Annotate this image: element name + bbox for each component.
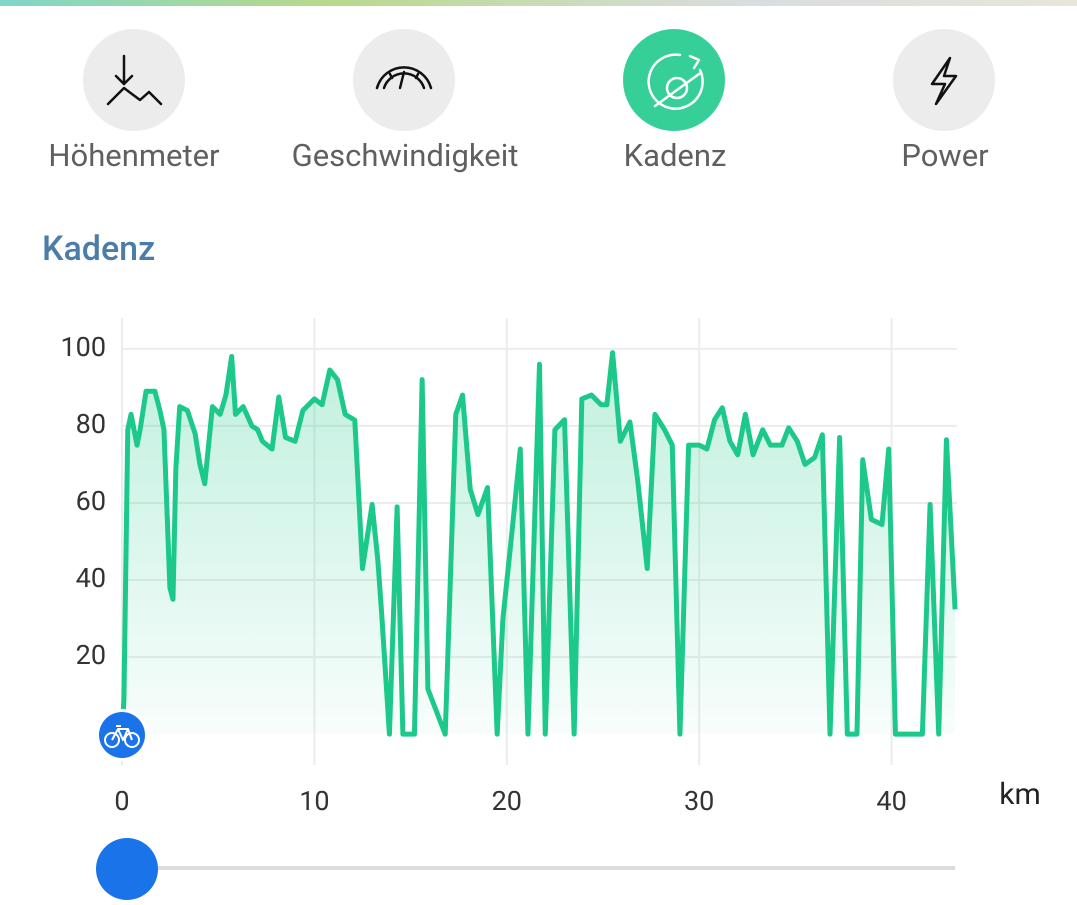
x-tick-label: 30 — [684, 785, 714, 817]
tab-label[interactable]: Höhenmeter — [48, 137, 220, 174]
tab-power[interactable] — [893, 29, 995, 131]
y-tick-label: 100 — [60, 331, 106, 363]
line — [119, 350, 958, 737]
tab-label[interactable]: Geschwindigkeit — [292, 137, 519, 174]
y-tick-label: 80 — [76, 408, 106, 440]
y-tick-label: 40 — [76, 562, 106, 594]
chart-title: Kadenz — [42, 229, 155, 269]
tab-label[interactable]: Power — [901, 137, 989, 174]
x-tick-label: 40 — [876, 785, 906, 817]
x-tick-label: 0 — [114, 785, 129, 817]
tab-label[interactable]: Kadenz — [624, 137, 727, 174]
tab-kadenz[interactable] — [623, 29, 725, 131]
x-axis-label: km — [999, 777, 1041, 812]
plot: 20 40 60 80 100 0 10 20 30 40 — [60, 318, 958, 817]
top-strip — [0, 0, 1077, 6]
x-tick-label: 20 — [492, 785, 522, 817]
slider-thumb[interactable] — [96, 838, 158, 900]
y-tick-label: 60 — [76, 485, 106, 517]
y-tick-label: 20 — [76, 639, 106, 671]
line-area — [122, 352, 956, 735]
bike-marker — [96, 709, 148, 761]
tab-geschwindigkeit[interactable] — [353, 29, 455, 131]
x-tick-label: 10 — [299, 785, 329, 817]
tab-hoehenmeter[interactable] — [83, 29, 185, 131]
